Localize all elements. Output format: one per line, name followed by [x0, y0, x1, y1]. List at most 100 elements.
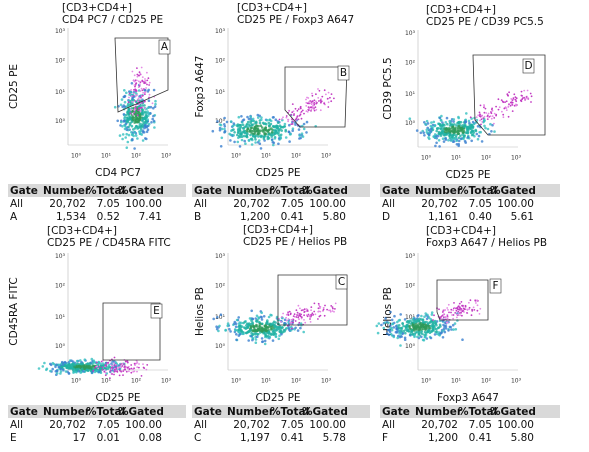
- event-dot: [277, 142, 280, 146]
- event-dot: [136, 114, 139, 117]
- event-dot: [460, 308, 463, 310]
- event-dot: [315, 93, 317, 96]
- event-dot: [140, 375, 143, 377]
- event-dot: [461, 130, 465, 134]
- event-dot: [468, 125, 472, 128]
- event-dot: [139, 129, 143, 133]
- event-dot: [253, 328, 256, 331]
- event-dot: [399, 326, 403, 330]
- gate-region: [472, 54, 546, 136]
- event-dot: [272, 133, 275, 137]
- event-dot: [433, 327, 437, 330]
- event-dot: [125, 91, 128, 95]
- event-dot: [139, 90, 142, 92]
- event-dot: [327, 91, 330, 94]
- event-dot: [242, 134, 246, 138]
- event-dot: [152, 114, 155, 118]
- event-dot: [444, 121, 448, 124]
- table-cell: 7.05: [97, 198, 120, 210]
- event-dot: [480, 140, 484, 143]
- event-dot: [146, 128, 150, 131]
- event-dot: [297, 316, 300, 319]
- event-dot: [417, 314, 420, 317]
- event-dot: [333, 97, 335, 100]
- table-cell: 20,702: [421, 198, 458, 210]
- event-dot: [450, 328, 453, 331]
- x-tick-label: 10³: [511, 155, 522, 162]
- table-cell: C: [194, 432, 201, 444]
- event-dot: [428, 129, 431, 132]
- table-cell: 100.00: [497, 198, 534, 210]
- event-dot: [421, 319, 425, 322]
- table-cell: 7.05: [281, 419, 304, 431]
- event-dot: [262, 331, 266, 334]
- event-dot: [138, 366, 140, 369]
- event-dot: [305, 308, 308, 310]
- event-dot: [424, 327, 427, 331]
- x-tick-label: 10⁰: [231, 378, 242, 385]
- event-dot: [88, 366, 92, 370]
- x-tick-label: 10²: [131, 378, 142, 385]
- event-dot: [442, 140, 446, 143]
- event-dot: [448, 136, 452, 140]
- event-dot: [506, 93, 509, 96]
- event-dot: [432, 120, 436, 124]
- event-dot: [92, 359, 96, 363]
- event-dot: [330, 305, 333, 307]
- event-dot: [389, 324, 392, 327]
- event-dot: [126, 116, 129, 120]
- event-dot: [414, 322, 418, 326]
- event-dot: [148, 81, 151, 84]
- event-dot: [392, 326, 396, 329]
- event-dot: [290, 123, 293, 125]
- event-dot: [228, 327, 231, 331]
- event-dot: [271, 322, 275, 325]
- x-axis-label: CD25 PE: [255, 167, 300, 179]
- table-cell: 7.05: [281, 198, 304, 210]
- event-dot: [442, 323, 445, 327]
- event-dot: [130, 124, 134, 128]
- event-dot: [147, 112, 150, 115]
- event-dot: [505, 100, 508, 103]
- event-dot: [395, 331, 399, 334]
- y-tick-label: 10²: [405, 59, 416, 66]
- event-dot: [426, 325, 429, 329]
- event-dot: [135, 79, 138, 82]
- event-dot: [287, 120, 289, 123]
- table-cell: 100.00: [125, 419, 162, 431]
- event-dot: [248, 317, 252, 320]
- gate-region: [277, 274, 348, 326]
- event-dot: [133, 111, 136, 114]
- flow-panel: [CD3+CD4+]CD4 PC7 / CD25 PE 10³ 10² 10¹ 10⁰ 1…: [8, 2, 186, 223]
- event-dot: [140, 87, 143, 90]
- event-dot: [385, 332, 389, 335]
- event-dot: [309, 316, 312, 319]
- event-dot: [507, 106, 510, 108]
- event-dot: [242, 127, 246, 130]
- event-dot: [224, 329, 227, 332]
- event-dot: [121, 365, 124, 367]
- event-dot: [448, 119, 452, 123]
- plot-title: CD25 PE / Helios PB: [243, 236, 347, 248]
- event-dot: [409, 332, 412, 336]
- event-dot: [236, 123, 240, 126]
- event-dot: [290, 327, 293, 330]
- event-dot: [136, 366, 139, 369]
- y-tick-label: 10³: [55, 28, 66, 35]
- event-dot: [215, 325, 218, 329]
- y-tick-label: 10²: [405, 282, 416, 289]
- event-dot: [485, 112, 488, 114]
- table-cell: 1,200: [240, 211, 270, 223]
- plot-title: CD4 PC7 / CD25 PE: [62, 14, 163, 26]
- event-dot: [258, 142, 262, 145]
- event-dot: [314, 106, 317, 109]
- event-dot: [414, 325, 418, 328]
- event-dot: [444, 324, 448, 328]
- y-tick-label: 10⁰: [405, 343, 416, 350]
- event-dot: [493, 117, 496, 119]
- event-dot: [70, 363, 74, 366]
- event-dot: [461, 310, 464, 313]
- event-dot: [143, 104, 146, 107]
- x-tick-label: 10¹: [261, 378, 272, 385]
- event-dot: [433, 124, 437, 127]
